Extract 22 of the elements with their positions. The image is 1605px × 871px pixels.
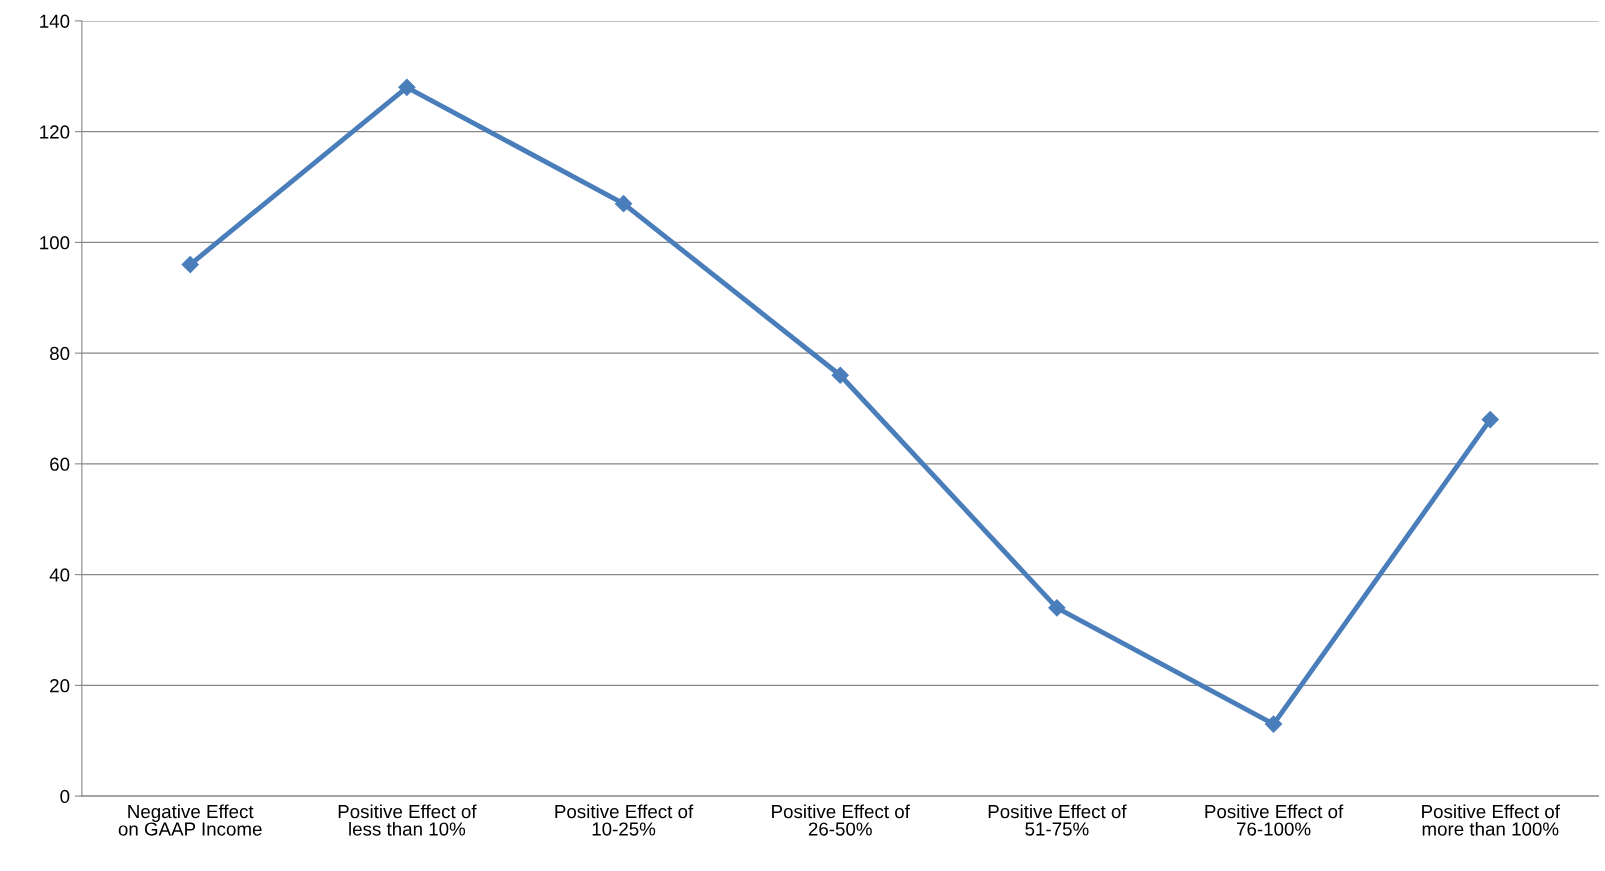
y-tick-label: 140 — [40, 14, 70, 28]
point — [614, 195, 633, 213]
point — [1481, 411, 1499, 429]
point — [398, 78, 416, 96]
point — [1265, 715, 1283, 733]
x-tick-label: Positive Effect of 51-75% — [988, 804, 1127, 836]
y-tick-label: 80 — [50, 346, 70, 361]
x-tick-label: Negative Effect on GAAP Income — [118, 804, 262, 836]
y-tick-label: 20 — [50, 679, 70, 693]
x-tick-label: Positive Effect of 76-100% — [1205, 804, 1344, 836]
y-tick-label: 100 — [40, 236, 70, 250]
x-tick-label: Positive Effect of 10-25% — [555, 804, 694, 836]
y-tick-label: 0 — [60, 789, 70, 804]
y-tick-label: 120 — [40, 125, 70, 139]
x-tick-label: Positive Effect of 26-50% — [772, 804, 910, 836]
y-tick-label: 40 — [49, 568, 70, 582]
x-tick-label: Positive Effect of less than 10% — [338, 804, 477, 836]
point — [181, 255, 199, 274]
x-tick-label: Positive Effect of more than 100% — [1422, 804, 1560, 836]
y-tick-label: 60 — [50, 457, 70, 471]
point — [1048, 599, 1066, 617]
point — [831, 366, 849, 384]
